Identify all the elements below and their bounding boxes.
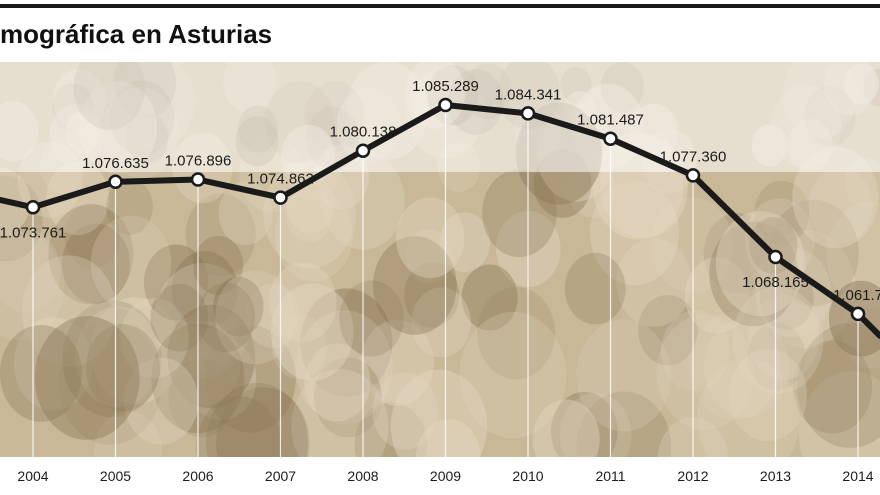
data-point xyxy=(25,200,41,215)
x-axis-band xyxy=(0,457,880,495)
data-label: 1.077.360 xyxy=(660,148,727,165)
x-tick-label: 2012 xyxy=(677,468,708,484)
data-label: 1.068.165 xyxy=(742,274,809,291)
data-label: 1.081.487 xyxy=(577,112,644,129)
x-tick-label: 2004 xyxy=(17,468,48,484)
x-tick-label: 2008 xyxy=(347,468,378,484)
series-polyline xyxy=(0,102,880,339)
data-point xyxy=(438,97,453,113)
data-labels: 1.073.761 1.076.635 1.076.896 1.074.862 1.08… xyxy=(0,78,880,304)
data-label: 1.076.896 xyxy=(165,153,232,170)
data-label: 1.084.341 xyxy=(495,86,562,103)
x-tick-label: 2009 xyxy=(430,468,461,484)
crowd-background-photo xyxy=(0,62,880,457)
x-tick-label: 2006 xyxy=(182,468,213,484)
data-label: 1.073.761 xyxy=(0,224,66,241)
data-label: 1.074.862 xyxy=(247,171,314,188)
data-point xyxy=(603,131,618,146)
data-label: 1.080.138 xyxy=(330,124,397,141)
gridlines xyxy=(32,105,859,457)
data-point xyxy=(108,174,123,190)
data-label: 1.076.635 xyxy=(82,155,149,172)
x-tick-labels: 2004 2005 2006 2007 2008 2009 2010 2011 2012 2013… xyxy=(17,468,873,484)
data-point xyxy=(273,190,288,205)
data-point xyxy=(685,168,701,183)
series-line xyxy=(0,102,880,339)
x-tick-label: 2013 xyxy=(760,468,791,484)
data-point xyxy=(190,172,206,187)
data-point xyxy=(520,106,536,121)
x-tick-label: 2011 xyxy=(595,468,625,484)
data-point xyxy=(768,249,783,265)
chart-title: mográfica en Asturias xyxy=(0,19,273,49)
x-tick-label: 2014 xyxy=(842,468,873,484)
top-rule xyxy=(0,4,880,8)
data-point xyxy=(355,143,371,158)
data-point xyxy=(850,306,866,322)
data-label: 1.085.289 xyxy=(412,78,479,95)
x-tick-label: 2005 xyxy=(100,468,131,484)
x-tick-label: 2007 xyxy=(265,468,296,484)
data-points xyxy=(25,97,866,322)
data-label: 1.061.7 xyxy=(833,287,880,304)
x-tick-label: 2010 xyxy=(512,468,543,484)
